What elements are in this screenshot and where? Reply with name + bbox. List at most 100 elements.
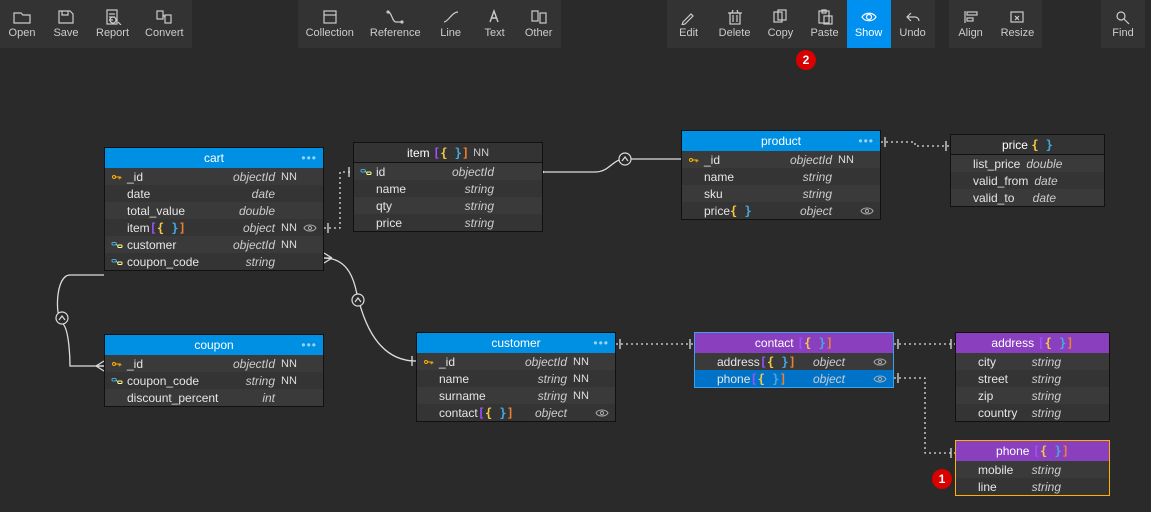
entity-product-menu-icon[interactable]: ••• [858,134,874,148]
visibility-icon[interactable] [593,408,611,418]
field-nn: NN [573,390,593,402]
field-name: _id [702,153,784,167]
entity-cart-field-totalvalue[interactable]: total_valuedouble [105,202,323,219]
open-button[interactable]: Open [0,0,44,48]
entity-cart-field-item[interactable]: item[{ }]objectNN [105,219,323,236]
diagram-canvas[interactable]: cart•••_idobjectIdNNdatedatetotal_valued… [0,48,1151,512]
visibility-icon[interactable] [871,374,889,384]
field-type: object [237,221,281,235]
delete-button[interactable]: Delete [711,0,759,48]
copy-button[interactable]: Copy [758,0,802,48]
entity-phone-header[interactable]: phone [{ }] [956,441,1109,461]
entity-customer-field-contact[interactable]: contact[{ }]object [417,404,615,421]
paste-button[interactable]: Paste [802,0,846,48]
field-name: zip [976,389,1026,403]
align-button[interactable]: Align [949,0,993,48]
connector-cart-customer[interactable] [324,258,416,361]
entity-cart-field-id[interactable]: _idobjectIdNN [105,168,323,185]
collection-button[interactable]: Collection [298,0,362,48]
entity-item-header[interactable]: item [{ }]NN [354,143,542,163]
field-name: price [374,216,459,230]
entity-customer-header[interactable]: customer••• [417,333,615,353]
convert-button[interactable]: Convert [137,0,192,48]
field-name: item[{ }] [125,221,237,235]
link-icon [358,165,374,179]
entity-address-field-city[interactable]: citystring [956,353,1109,370]
text-button-label: Text [485,27,505,39]
entity-coupon-menu-icon[interactable]: ••• [301,338,317,352]
entity-customer-field-name[interactable]: namestringNN [417,370,615,387]
entity-customer[interactable]: customer•••_idobjectIdNNnamestringNNsurn… [416,332,616,422]
other-button[interactable]: Other [517,0,561,48]
entity-item-field-qty[interactable]: qtystring [354,197,542,214]
entity-customer-menu-icon[interactable]: ••• [593,336,609,350]
undo-button[interactable]: Undo [891,0,935,48]
entity-price-field-listprice[interactable]: list_pricedouble [951,155,1104,172]
entity-phone-field-mobile[interactable]: mobilestring [956,461,1109,478]
entity-contact-header[interactable]: contact [{ }] [695,333,893,353]
report-button-label: Report [96,27,129,39]
visibility-icon[interactable] [301,223,319,233]
connector-cart-coupon[interactable] [57,275,104,366]
entity-contact-field-phone[interactable]: phone[{ }]object [695,370,893,387]
entity-item-field-id[interactable]: idobjectId [354,163,542,180]
visibility-icon[interactable] [871,357,889,367]
entity-product-field-price[interactable]: price{ }object [682,202,880,219]
entity-item-title: item [407,146,430,160]
entity-cart-field-date[interactable]: datedate [105,185,323,202]
text-button[interactable]: Text [473,0,517,48]
entity-product-header[interactable]: product••• [682,131,880,151]
reference-button[interactable]: Reference [362,0,429,48]
delete-button-label: Delete [719,27,751,39]
entity-coupon-title: coupon [194,338,233,352]
connector-item-product[interactable] [544,159,681,172]
connector-contact-phone[interactable] [894,378,955,453]
entity-contact[interactable]: contact [{ }]address[{ }]objectphone[{ }… [694,332,894,388]
entity-cart-field-customer[interactable]: customerobjectIdNN [105,236,323,253]
edit-button[interactable]: Edit [667,0,711,48]
entity-contact-field-address[interactable]: address[{ }]object [695,353,893,370]
entity-coupon-header[interactable]: coupon ••• [105,335,323,355]
field-type: string [532,389,573,403]
entity-item-field-name[interactable]: namestring [354,180,542,197]
entity-cart-field-couponcode[interactable]: coupon_codestring [105,253,323,270]
connector-cart-item[interactable] [324,172,353,228]
copy-button-label: Copy [768,27,794,39]
field-type: string [1026,372,1067,386]
entity-cart[interactable]: cart•••_idobjectIdNNdatedatetotal_valued… [104,147,324,271]
entity-phone[interactable]: phone [{ }]mobilestringlinestring [955,440,1110,496]
entity-price-field-validto[interactable]: valid_todate [951,189,1104,206]
entity-cart-header[interactable]: cart••• [105,148,323,168]
entity-price[interactable]: price { }list_pricedoublevalid_fromdatev… [950,134,1105,207]
entity-customer-field-id[interactable]: _idobjectIdNN [417,353,615,370]
entity-address-field-street[interactable]: streetstring [956,370,1109,387]
entity-address-header[interactable]: address [{ }] [956,333,1109,353]
entity-phone-field-line[interactable]: linestring [956,478,1109,495]
entity-product-field-sku[interactable]: skustring [682,185,880,202]
entity-coupon[interactable]: coupon ••• _idobjectIdNNcoupon_codestringN… [104,334,324,407]
entity-item[interactable]: item [{ }]NNidobjectIdnamestringqtystrin… [353,142,543,232]
entity-address-field-zip[interactable]: zipstring [956,387,1109,404]
entity-address-field-country[interactable]: countrystring [956,404,1109,421]
entity-price-header[interactable]: price { } [951,135,1104,155]
entity-product[interactable]: product•••_idobjectIdNNnamestringskustri… [681,130,881,220]
field-type: string [797,170,838,184]
find-button[interactable]: Find [1101,0,1145,48]
line-button[interactable]: Line [429,0,473,48]
save-button[interactable]: Save [44,0,88,48]
entity-price-field-validfrom[interactable]: valid_fromdate [951,172,1104,189]
entity-product-field-id[interactable]: _idobjectIdNN [682,151,880,168]
connector-product-price[interactable] [881,142,950,146]
entity-product-field-name[interactable]: namestring [682,168,880,185]
entity-cart-menu-icon[interactable]: ••• [301,151,317,165]
entity-coupon-field-discountpercent[interactable]: discount_percentint [105,389,323,406]
report-button[interactable]: Report [88,0,137,48]
entity-customer-field-surname[interactable]: surnamestringNN [417,387,615,404]
resize-button[interactable]: Resize [993,0,1043,48]
show-button[interactable]: Show [847,0,891,48]
visibility-icon[interactable] [858,206,876,216]
entity-item-field-price[interactable]: pricestring [354,214,542,231]
entity-address[interactable]: address [{ }]citystringstreetstringzipst… [955,332,1110,422]
entity-coupon-field-id[interactable]: _idobjectIdNN [105,355,323,372]
entity-coupon-field-couponcode[interactable]: coupon_codestringNN [105,372,323,389]
